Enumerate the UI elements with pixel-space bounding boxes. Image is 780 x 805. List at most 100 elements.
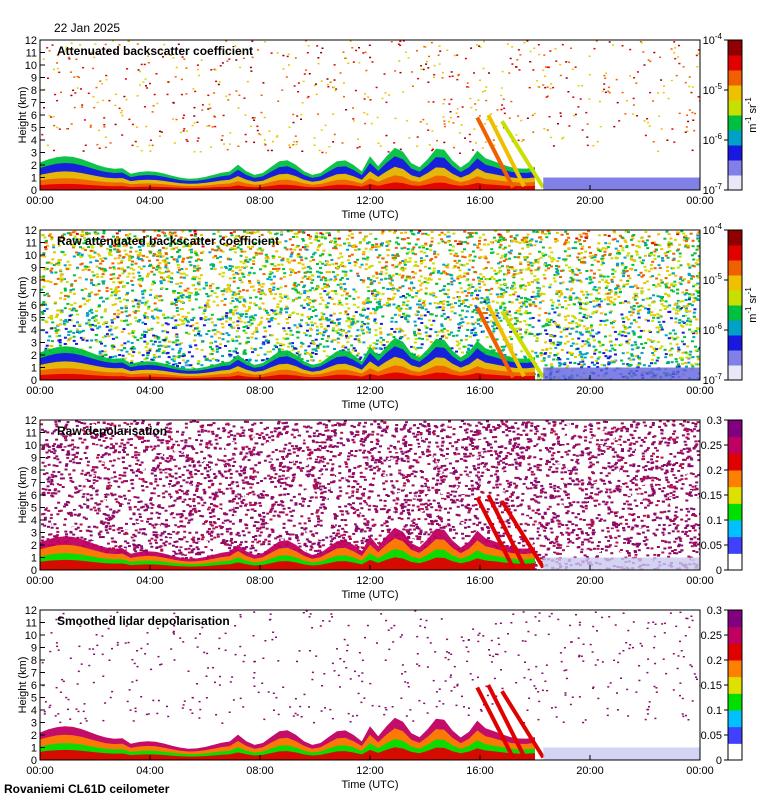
noise-pixel <box>546 96 548 98</box>
noise-pixel <box>626 280 629 282</box>
noise-pixel <box>385 261 388 263</box>
noise-pixel <box>531 296 534 298</box>
noise-pixel <box>337 257 340 259</box>
noise-pixel <box>182 319 185 321</box>
noise-pixel <box>475 142 477 144</box>
noise-pixel <box>108 254 111 256</box>
noise-pixel <box>448 334 451 336</box>
noise-pixel <box>333 322 336 324</box>
noise-pixel <box>378 261 381 263</box>
noise-pixel <box>239 313 242 315</box>
noise-pixel <box>575 343 578 345</box>
noise-pixel <box>207 95 209 97</box>
noise-pixel <box>678 301 681 303</box>
noise-pixel <box>691 92 693 94</box>
noise-pixel <box>485 289 488 291</box>
noise-pixel <box>229 302 232 304</box>
noise-pixel <box>550 251 553 253</box>
noise-pixel <box>73 76 75 78</box>
noise-pixel <box>587 315 590 317</box>
noise-pixel <box>523 139 525 141</box>
noise-pixel <box>566 358 569 360</box>
noise-pixel <box>592 335 595 337</box>
noise-pixel <box>347 259 350 261</box>
noise-pixel <box>652 284 655 286</box>
noise-pixel <box>613 126 615 128</box>
noise-pixel <box>671 48 673 50</box>
noise-pixel <box>672 329 675 331</box>
noise-pixel <box>647 320 650 322</box>
noise-pixel <box>483 41 485 43</box>
noise-pixel <box>468 259 471 261</box>
noise-pixel <box>412 86 414 88</box>
x-tick-label: 08:00 <box>246 195 274 207</box>
noise-pixel <box>197 140 199 142</box>
noise-pixel <box>287 56 289 58</box>
noise-pixel <box>617 250 620 252</box>
noise-pixel <box>671 283 674 285</box>
noise-pixel <box>53 150 55 152</box>
noise-pixel <box>570 345 573 347</box>
noise-pixel <box>608 87 610 89</box>
noise-pixel <box>473 72 475 74</box>
noise-pixel <box>673 281 676 283</box>
noise-pixel <box>495 282 498 284</box>
noise-pixel <box>631 355 634 357</box>
noise-pixel <box>198 330 201 332</box>
noise-pixel <box>119 301 122 303</box>
noise-pixel <box>424 281 427 283</box>
noise-pixel <box>154 94 156 96</box>
noise-pixel <box>361 321 364 323</box>
noise-pixel <box>593 306 596 308</box>
noise-pixel <box>487 299 490 301</box>
noise-pixel <box>253 303 256 305</box>
noise-pixel <box>412 287 415 289</box>
noise-pixel <box>417 78 419 80</box>
low-layer-evening <box>543 178 700 191</box>
noise-pixel <box>283 276 286 278</box>
noise-pixel <box>614 354 617 356</box>
noise-pixel <box>583 240 586 242</box>
noise-pixel <box>56 127 58 129</box>
noise-pixel <box>351 318 354 320</box>
noise-pixel <box>678 45 680 47</box>
noise-pixel <box>594 259 597 261</box>
noise-pixel <box>500 257 503 259</box>
noise-pixel <box>536 295 539 297</box>
noise-pixel <box>582 129 584 131</box>
noise-pixel <box>367 290 370 292</box>
noise-pixel <box>426 282 429 284</box>
noise-pixel <box>641 287 644 289</box>
noise-pixel <box>149 151 151 153</box>
noise-pixel <box>289 256 292 258</box>
noise-pixel <box>113 277 116 279</box>
noise-pixel <box>157 337 160 339</box>
noise-pixel <box>372 275 375 277</box>
noise-pixel <box>259 298 262 300</box>
noise-pixel <box>276 342 279 344</box>
noise-pixel <box>574 241 577 243</box>
noise-pixel <box>645 135 647 137</box>
noise-pixel <box>654 350 657 352</box>
noise-pixel <box>588 344 591 346</box>
noise-pixel <box>131 342 134 344</box>
noise-pixel <box>352 289 355 291</box>
noise-pixel <box>524 312 527 314</box>
noise-pixel <box>550 88 552 90</box>
noise-pixel <box>434 65 436 67</box>
noise-pixel <box>396 237 399 239</box>
noise-pixel <box>269 351 272 353</box>
noise-pixel <box>189 264 192 266</box>
noise-pixel <box>288 144 290 146</box>
noise-pixel <box>642 347 645 349</box>
noise-pixel <box>556 307 559 309</box>
noise-pixel <box>250 126 252 128</box>
noise-pixel <box>74 302 77 304</box>
noise-pixel <box>385 269 388 271</box>
noise-pixel <box>346 249 349 251</box>
noise-pixel <box>411 296 414 298</box>
noise-pixel <box>586 352 589 354</box>
noise-pixel <box>670 355 673 357</box>
noise-pixel <box>374 238 377 240</box>
noise-pixel <box>484 256 487 258</box>
